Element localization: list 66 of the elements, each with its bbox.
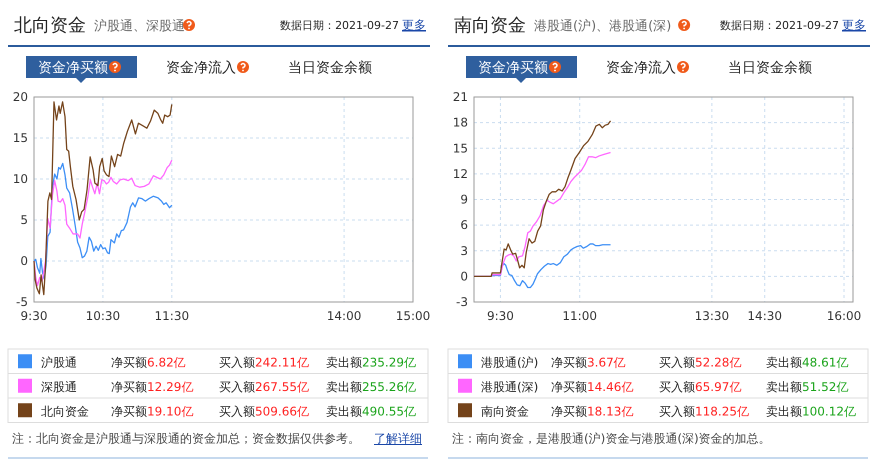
legend-label: 北向资金 xyxy=(41,404,89,418)
chart-subtitle: 港股通(沪)、港股通(深) xyxy=(534,18,672,34)
text: 当日资金余额 xyxy=(728,60,812,76)
y-tick-label: 0 xyxy=(460,269,468,284)
y-tick-label: 20 xyxy=(12,90,28,104)
text: 当日资金余额 xyxy=(288,60,372,76)
y-tick-label: 5 xyxy=(20,213,28,227)
text: 买入额509.66亿 xyxy=(219,404,309,418)
text: 资金净买额 xyxy=(38,60,108,76)
y-tick-label: -3 xyxy=(456,295,468,309)
text: 买入额242.11亿 xyxy=(219,355,309,370)
text: 资金净流入 xyxy=(166,60,236,76)
text: 了解详细 xyxy=(374,432,422,446)
x-tick-label: 14:00 xyxy=(326,309,362,323)
text: 净买额14.46亿 xyxy=(551,380,634,394)
text: 卖出额490.55亿 xyxy=(326,404,416,418)
text: 卖出额48.61亿 xyxy=(766,355,848,370)
text: 买入额267.55亿 xyxy=(219,380,309,394)
x-tick-label: 11:30 xyxy=(154,309,190,323)
text: 卖出额51.52亿 xyxy=(766,380,848,394)
text: 买入额65.97亿 xyxy=(659,380,742,394)
y-tick-label: 10 xyxy=(12,172,28,186)
y-tick-label: 21 xyxy=(452,90,468,104)
text: 卖出额100.12亿 xyxy=(766,404,856,418)
text: 资金净流入 xyxy=(606,60,676,76)
legend-label: 港股通(沪) xyxy=(481,355,538,370)
x-tick-label: 15:00 xyxy=(396,309,430,323)
y-tick-label: 9 xyxy=(460,192,468,206)
y-tick-label: 15 xyxy=(452,141,468,156)
text: 净买额3.67亿 xyxy=(551,355,626,370)
text: 注：北向资金是沪股通与深股通的资金加总；资金数据仅供参考。 xyxy=(12,432,360,446)
text: 买入额118.25亿 xyxy=(659,404,749,418)
y-tick-label: 18 xyxy=(452,116,468,130)
text: 卖出额255.26亿 xyxy=(326,380,416,394)
y-tick-label: 15 xyxy=(12,131,28,145)
x-tick-label: 16:00 xyxy=(826,309,862,323)
legend-label: 沪股通 xyxy=(41,355,77,370)
x-tick-label: 14:30 xyxy=(747,309,782,323)
y-tick-label: -5 xyxy=(16,295,28,309)
line-series xyxy=(473,120,612,278)
text: 注：南向资金，是港股通(沪)资金与港股通(深)资金的加总。 xyxy=(452,432,771,446)
text: 卖出额235.29亿 xyxy=(326,355,416,370)
chart-title: 南向资金 xyxy=(454,15,526,36)
text: 买入额52.28亿 xyxy=(659,355,742,370)
text: 数据日期：2021-09-27 xyxy=(720,19,839,32)
legend-label: 港股通(深) xyxy=(481,380,538,394)
text: 资金净买额 xyxy=(478,60,548,76)
x-tick-label: 9:30 xyxy=(486,309,514,323)
legend-label: 深股通 xyxy=(41,380,77,394)
text: 净买额18.13亿 xyxy=(551,404,634,418)
chart-subtitle: 沪股通、深股通 xyxy=(94,18,185,34)
y-tick-label: 6 xyxy=(460,218,468,232)
x-tick-label: 10:30 xyxy=(86,309,120,323)
text: 净买额12.29亿 xyxy=(111,380,194,394)
y-tick-label: 12 xyxy=(452,166,468,181)
x-tick-label: 9:30 xyxy=(20,309,48,323)
text: 净买额19.10亿 xyxy=(111,404,194,418)
x-tick-label: 11:00 xyxy=(562,309,598,323)
line-series xyxy=(33,101,172,296)
chart-title: 北向资金 xyxy=(14,15,86,36)
y-tick-label: 3 xyxy=(460,244,468,258)
x-tick-label: 13:30 xyxy=(694,309,730,323)
legend-label: 南向资金 xyxy=(481,404,529,418)
text: 数据日期：2021-09-27 xyxy=(280,19,399,32)
text: 净买额6.82亿 xyxy=(111,355,186,370)
y-tick-label: 0 xyxy=(20,254,28,268)
